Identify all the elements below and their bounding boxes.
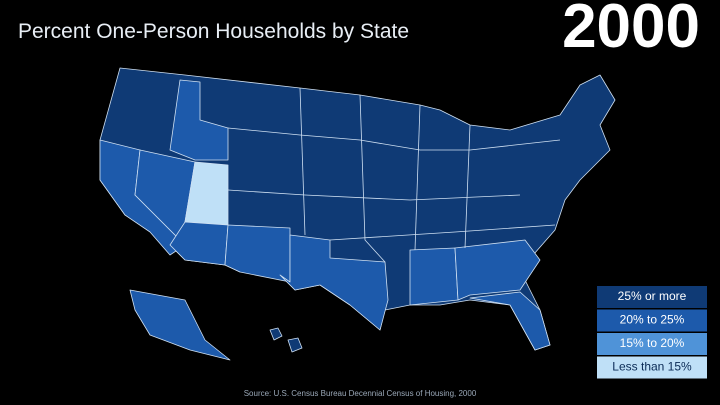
state-border (227, 127, 561, 151)
state-border (299, 87, 306, 236)
state (224, 224, 291, 283)
legend-label: 20% to 25% (620, 313, 685, 327)
state-border (359, 94, 386, 263)
legend-label: 15% to 20% (620, 336, 685, 350)
state (287, 337, 303, 353)
legend-label: Less than 15% (612, 360, 692, 374)
legend-swatch (597, 309, 707, 332)
source: Source: U.S. Census Bureau Decennial Cen… (244, 389, 477, 398)
title: Percent One-Person Households by State (18, 20, 409, 43)
us-map (99, 67, 616, 361)
state-border (329, 224, 556, 241)
legend-swatch (597, 286, 707, 308)
state-border (464, 124, 471, 249)
legend-swatch (597, 333, 707, 355)
state (169, 79, 229, 161)
legend: 25% or more 20% to 25% 15% to 20% Less than… (597, 286, 707, 379)
state-border (414, 104, 421, 251)
state (169, 221, 229, 266)
state (129, 289, 231, 361)
legend-label: 25% or more (618, 289, 687, 303)
state-border (227, 189, 521, 201)
state (409, 247, 459, 306)
state (269, 327, 283, 341)
state (279, 234, 389, 331)
legend-swatch (597, 356, 707, 379)
state (454, 239, 541, 301)
state (469, 291, 551, 351)
year: 2000 (562, 0, 700, 61)
